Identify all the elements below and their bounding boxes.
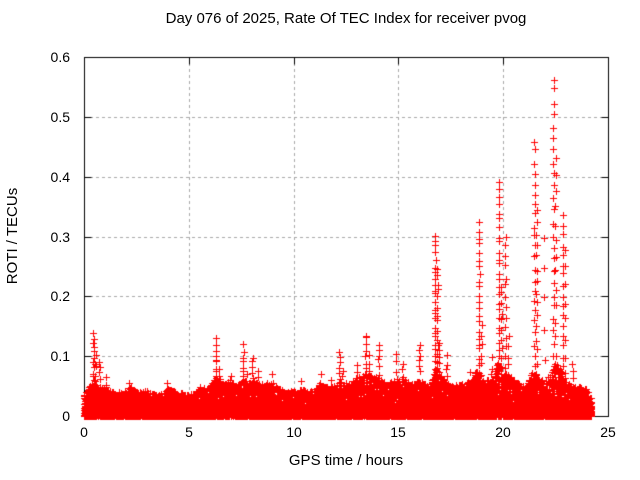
x-tick-label: 10 [286,424,302,440]
y-tick-label: 0.4 [50,169,70,185]
y-tick-label: 0.5 [50,109,70,125]
x-tick-label: 0 [80,424,88,440]
y-tick-label: 0.3 [50,229,70,245]
y-tick-label: 0 [62,408,70,424]
x-tick-label: 5 [185,424,193,440]
x-tick-label: 25 [600,424,616,440]
x-tick-label: 15 [390,424,406,440]
x-tick-label: 20 [495,424,511,440]
y-tick-label: 0.2 [50,288,70,304]
x-axis-label: GPS time / hours [288,452,404,469]
y-tick-label: 0.1 [50,348,70,364]
chart-title: Day 076 of 2025, Rate Of TEC Index for r… [165,10,527,27]
y-tick-label: 0.6 [50,49,70,65]
